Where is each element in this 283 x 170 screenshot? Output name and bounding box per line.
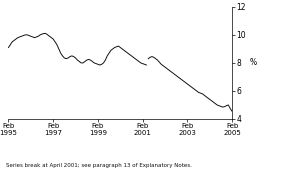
Text: Series break at April 2001; see paragraph 13 of Explanatory Notes.: Series break at April 2001; see paragrap… [6,163,192,168]
Y-axis label: %: % [249,58,256,67]
